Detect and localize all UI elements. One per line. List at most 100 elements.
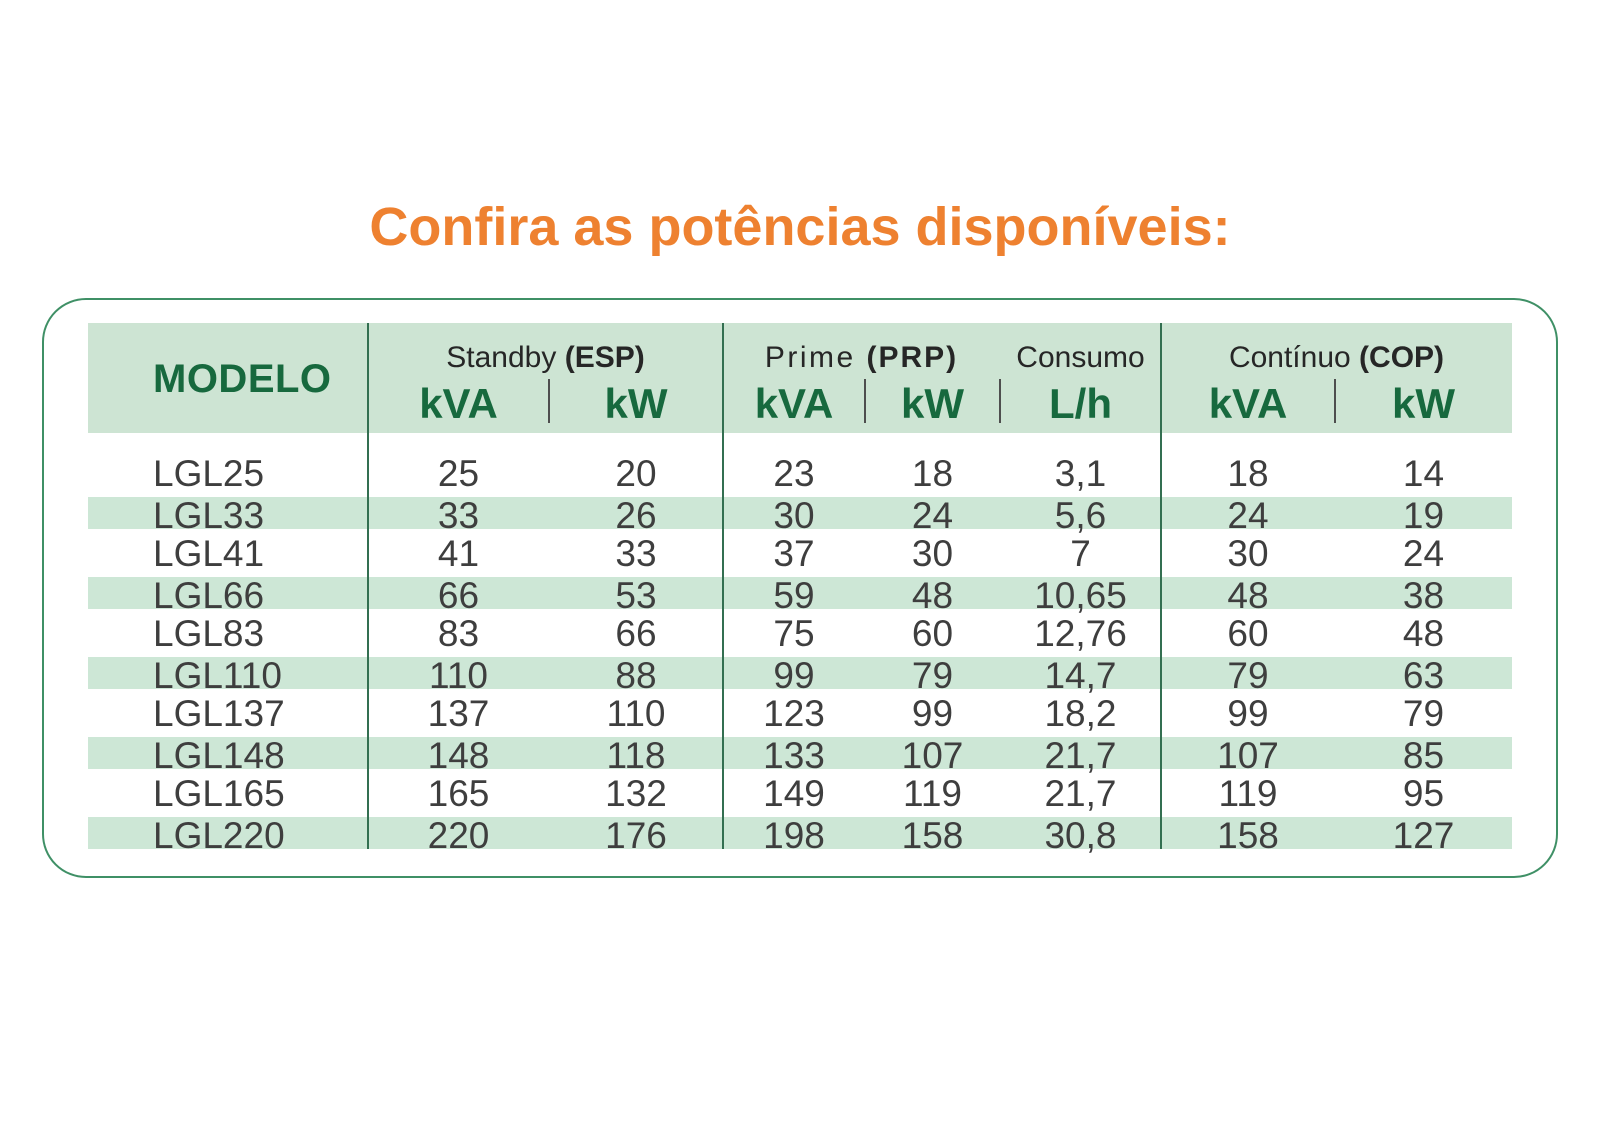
column-divider-standby-prime: [722, 323, 724, 850]
value-cell: 95: [1402, 772, 1445, 814]
value-cell: 23: [773, 452, 815, 494]
value-cell: 48: [911, 575, 954, 617]
table-row: LGL41 41 33 37 30 7 30 24: [88, 533, 1512, 573]
header-group-prime: Prime (PRP): [723, 341, 1000, 375]
value-cell: 48: [1227, 575, 1269, 617]
unit-divider: [1334, 379, 1336, 424]
unit-divider: [999, 379, 1001, 424]
value-cell: 123: [763, 692, 825, 734]
model-cell: LGL25: [153, 452, 265, 494]
value-cell: 24: [1227, 495, 1269, 537]
value-cell: 60: [911, 612, 954, 654]
value-cell: 107: [1217, 735, 1279, 777]
value-cell: 3,1: [1054, 452, 1107, 494]
value-cell: 79: [1227, 655, 1269, 697]
header-unit-standby-kw: kW: [604, 380, 668, 428]
value-cell: 20: [615, 452, 657, 494]
value-cell: 85: [1402, 735, 1445, 777]
header-unit-prime-kw: kW: [901, 380, 964, 428]
value-cell: 198: [763, 815, 825, 857]
header-unit-standby-kva: kVA: [419, 380, 498, 428]
header-modelo: MODELO: [153, 356, 332, 401]
value-cell: 63: [1402, 655, 1445, 697]
header-group-standby: Standby (ESP): [368, 341, 723, 375]
value-cell: 18,2: [1044, 692, 1117, 734]
group-label: Prime: [764, 341, 856, 375]
column-divider-modelo-standby: [367, 323, 369, 850]
value-cell: 132: [605, 772, 667, 814]
table-row: LGL83 83 66 75 60 12,76 60 48: [88, 613, 1512, 653]
value-cell: 41: [437, 532, 480, 574]
group-code: (COP): [1359, 341, 1445, 375]
value-cell: 66: [615, 612, 657, 654]
value-cell: 99: [773, 655, 815, 697]
value-cell: 30: [1227, 532, 1269, 574]
page-title: Confira as potências disponíveis:: [369, 197, 1231, 257]
value-cell: 60: [1227, 612, 1269, 654]
value-cell: 30,8: [1044, 815, 1117, 857]
power-table: MODELO Standby (ESP) Prime (PRP) Consumo…: [88, 323, 1512, 857]
header-unit-prime-kva: kVA: [754, 380, 834, 428]
table-row: LGL165 165 132 149 119 21,7 119 95: [88, 773, 1512, 813]
header-unit-continuo-kva: kVA: [1208, 380, 1288, 428]
value-cell: 30: [911, 532, 954, 574]
group-label: Standby: [446, 341, 557, 375]
table-row: LGL110 110 88 99 79 14,7 79 63: [88, 653, 1512, 697]
model-cell: LGL165: [153, 772, 285, 814]
header-unit-consumo-lh: L/h: [1049, 380, 1112, 428]
table-row: LGL148 148 118 133 107 21,7 107 85: [88, 733, 1512, 777]
model-cell: LGL41: [153, 532, 265, 574]
value-cell: 99: [1227, 692, 1269, 734]
value-cell: 148: [427, 735, 490, 777]
value-cell: 107: [901, 735, 964, 777]
table-row: LGL33 33 26 30 24 5,6 24 19: [88, 493, 1512, 537]
header-group-consumo: Consumo: [1000, 341, 1161, 375]
value-cell: 25: [437, 452, 480, 494]
value-cell: 30: [773, 495, 815, 537]
value-cell: 119: [903, 772, 962, 814]
value-cell: 133: [763, 735, 825, 777]
value-cell: 24: [911, 495, 954, 537]
value-cell: 12,76: [1034, 612, 1127, 654]
value-cell: 38: [1402, 575, 1445, 617]
value-cell: 7: [1070, 532, 1091, 574]
value-cell: 48: [1402, 612, 1445, 654]
unit-divider: [864, 379, 866, 424]
model-cell: LGL220: [153, 815, 285, 857]
table-row: LGL66 66 53 59 48 10,65 48 38: [88, 573, 1512, 617]
value-cell: 18: [911, 452, 954, 494]
value-cell: 149: [763, 772, 825, 814]
value-cell: 37: [773, 532, 815, 574]
value-cell: 110: [606, 692, 666, 734]
value-cell: 21,7: [1044, 735, 1117, 777]
value-cell: 110: [429, 655, 488, 697]
value-cell: 127: [1392, 815, 1455, 857]
value-cell: 26: [615, 495, 657, 537]
value-cell: 53: [615, 575, 657, 617]
value-cell: 18: [1227, 452, 1269, 494]
value-cell: 119: [1218, 772, 1278, 814]
group-label: Contínuo: [1228, 341, 1351, 375]
value-cell: 79: [911, 655, 954, 697]
header-group-continuo: Contínuo (COP): [1161, 341, 1512, 375]
model-cell: LGL110: [153, 655, 282, 697]
value-cell: 79: [1402, 692, 1445, 734]
value-cell: 66: [437, 575, 480, 617]
table-row: LGL220 220 176 198 158 30,8 158 127: [88, 813, 1512, 857]
value-cell: 19: [1402, 495, 1445, 537]
group-code: (ESP): [564, 341, 645, 375]
value-cell: 88: [615, 655, 657, 697]
value-cell: 158: [901, 815, 964, 857]
header-unit-continuo-kw: kW: [1392, 380, 1455, 428]
table-header: MODELO Standby (ESP) Prime (PRP) Consumo…: [88, 323, 1512, 434]
value-cell: 14,7: [1044, 655, 1117, 697]
value-cell: 33: [615, 532, 657, 574]
value-cell: 24: [1402, 532, 1445, 574]
value-cell: 75: [773, 612, 815, 654]
power-table-card: MODELO Standby (ESP) Prime (PRP) Consumo…: [42, 298, 1558, 879]
model-cell: LGL33: [153, 495, 265, 537]
model-cell: LGL137: [153, 692, 285, 734]
value-cell: 220: [427, 815, 490, 857]
value-cell: 33: [437, 495, 480, 537]
group-label: Consumo: [1016, 341, 1145, 375]
